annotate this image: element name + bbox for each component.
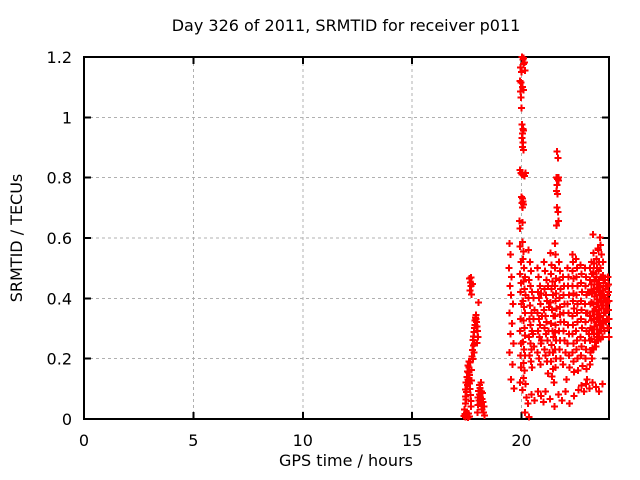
x-tick-label: 15 xyxy=(402,431,422,450)
y-tick-label: 0.2 xyxy=(47,350,72,369)
data-points xyxy=(460,53,613,421)
y-tick-label: 0.8 xyxy=(47,169,72,188)
plot-border xyxy=(83,56,610,420)
y-tick-label: 0.6 xyxy=(47,229,72,248)
y-tick-labels: 0 0.2 0.4 0.6 0.8 1 1.2 xyxy=(47,48,72,429)
y-tick-label: 0 xyxy=(62,410,72,429)
x-tick-label: 0 xyxy=(79,431,89,450)
x-tick-labels: 0 5 10 15 20 xyxy=(79,431,532,450)
x-tick-label: 20 xyxy=(511,431,531,450)
y-axis-label: SRMTID / TECUs xyxy=(7,174,26,303)
scatter-plus-markers xyxy=(460,53,613,421)
y-tick-label: 1 xyxy=(62,108,72,127)
chart-title: Day 326 of 2011, SRMTID for receiver p01… xyxy=(172,16,521,35)
x-tick-label: 10 xyxy=(293,431,313,450)
x-axis-label: GPS time / hours xyxy=(279,451,413,470)
grid-lines xyxy=(84,57,609,419)
y-tick-label: 1.2 xyxy=(47,48,72,67)
x-tick-label: 5 xyxy=(188,431,198,450)
y-tick-label: 0.4 xyxy=(47,289,72,308)
